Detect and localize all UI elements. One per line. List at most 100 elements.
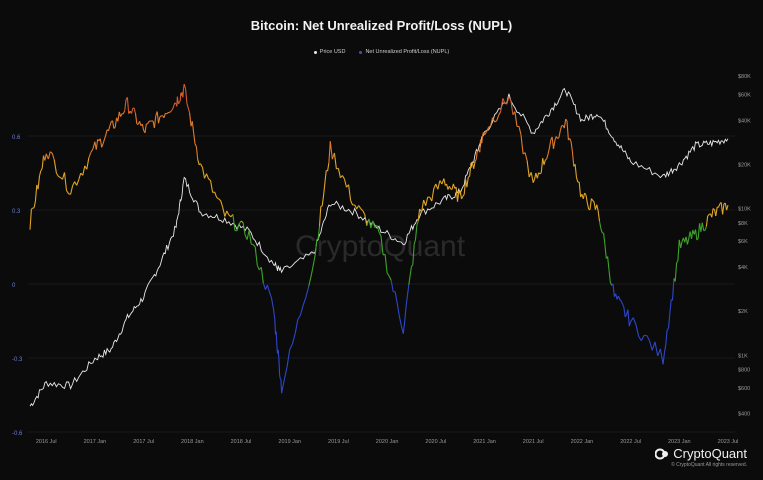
nupl-segment	[289, 343, 293, 350]
cryptoquant-logo-icon	[655, 448, 669, 459]
nupl-segment	[126, 97, 130, 114]
nupl-segment	[390, 280, 394, 292]
legend-item-price[interactable]: Price USD	[313, 49, 345, 55]
nupl-segment	[490, 117, 494, 127]
nupl-segment	[479, 139, 482, 142]
nupl-segment	[166, 112, 169, 115]
nupl-segment	[612, 283, 615, 297]
nupl-segment	[324, 170, 327, 184]
nupl-segment	[283, 367, 288, 380]
nupl-segment	[55, 172, 59, 177]
nupl-segment	[194, 143, 197, 147]
nupl-segment	[552, 140, 556, 149]
nupl-segment	[408, 275, 411, 285]
nupl-segment	[103, 134, 107, 140]
nupl-segment	[197, 159, 200, 165]
nupl-segment	[32, 207, 35, 209]
nupl-segment	[182, 88, 185, 98]
nupl-segment	[189, 112, 192, 127]
nupl-segment	[414, 225, 418, 240]
nupl-segment	[34, 184, 38, 202]
nupl-segment	[630, 317, 634, 322]
nupl-segment	[640, 335, 645, 341]
nupl-segment	[548, 140, 552, 149]
nupl-segment	[37, 175, 41, 190]
nupl-segment	[674, 262, 678, 282]
nupl-segment	[463, 179, 467, 195]
chart-title: Bitcoin: Net Unrealized Profit/Loss (NUP…	[250, 18, 513, 33]
nupl-segment	[159, 115, 162, 118]
nupl-segment	[109, 121, 112, 127]
nupl-segment	[604, 244, 607, 259]
nupl-segment	[680, 241, 683, 249]
x-tick-label: 2016 Jul	[36, 439, 57, 445]
nupl-segment	[557, 137, 560, 139]
nupl-segment	[532, 178, 536, 183]
nupl-segment	[431, 188, 435, 202]
right-axis: $80K $60K $40K $20K $10K $8K $6K $4K $2K $1K $800 $…	[738, 74, 751, 417]
nupl-segment	[446, 183, 449, 190]
nupl-segment	[520, 134, 524, 155]
nupl-segment	[187, 108, 191, 113]
nupl-segment	[538, 172, 541, 175]
right-tick-label: $400	[738, 412, 750, 418]
nupl-segment	[114, 117, 118, 128]
left-tick-label: 0	[12, 283, 16, 289]
nupl-segment	[676, 260, 679, 264]
nupl-segment	[286, 349, 291, 368]
left-tick-label: 0.6	[12, 135, 21, 141]
nupl-segment	[563, 119, 567, 129]
right-tick-label: $600	[738, 386, 750, 392]
left-axis: 0.6 0.3 0 -0.3 -0.6	[12, 135, 23, 437]
nupl-segment	[316, 238, 319, 240]
nupl-segment	[586, 202, 590, 210]
nupl-segment	[274, 319, 277, 335]
x-tick-label: 2019 Jan	[278, 439, 301, 445]
nupl-segment	[156, 111, 160, 124]
nupl-segment	[404, 306, 407, 322]
nupl-segment	[174, 102, 177, 105]
nupl-segment	[686, 238, 690, 245]
nupl-segment	[394, 291, 398, 304]
nupl-segment	[246, 230, 250, 240]
nupl-segment	[479, 139, 482, 153]
right-tick-label: $8K	[738, 221, 748, 227]
nupl-segment	[484, 131, 487, 136]
nupl-segment	[425, 196, 429, 206]
nupl-segment	[205, 173, 210, 180]
nupl-segment	[711, 208, 714, 218]
legend-nupl-swatch	[359, 50, 363, 54]
nupl-segment	[597, 210, 601, 222]
nupl-segment	[299, 305, 304, 316]
left-tick-label: -0.3	[12, 357, 23, 363]
nupl-segment	[78, 173, 82, 181]
nupl-segment	[498, 111, 502, 116]
nupl-segment	[421, 199, 425, 213]
nupl-segment	[518, 126, 522, 135]
nupl-segment	[590, 198, 594, 201]
nupl-segment	[388, 275, 392, 281]
nupl-segment	[481, 136, 484, 144]
nupl-segment	[474, 158, 477, 163]
nupl-segment	[697, 223, 701, 239]
nupl-segment	[329, 141, 333, 160]
nupl-segment	[41, 155, 45, 169]
right-tick-label: $60K	[738, 93, 751, 99]
nupl-segment	[268, 291, 273, 299]
nupl-segment	[448, 186, 452, 190]
legend-item-nupl[interactable]: Net Unrealized Profit/Loss (NUPL)	[359, 49, 449, 55]
chart-legend: Price USD Net Unrealized Profit/Loss (NU…	[0, 49, 763, 55]
nupl-segment	[358, 205, 362, 209]
nupl-segment	[459, 190, 463, 199]
brand-copyright: © CryptoQuant All rights reserved.	[671, 462, 747, 468]
nupl-segment	[570, 141, 573, 152]
nupl-segment	[402, 321, 406, 334]
nupl-segment	[362, 210, 366, 215]
nupl-segment	[569, 138, 572, 143]
nupl-segment	[51, 153, 55, 161]
nupl-segment	[318, 206, 322, 227]
nupl-segment	[348, 184, 352, 201]
nupl-segment	[671, 278, 675, 301]
grid-lines	[28, 135, 735, 433]
